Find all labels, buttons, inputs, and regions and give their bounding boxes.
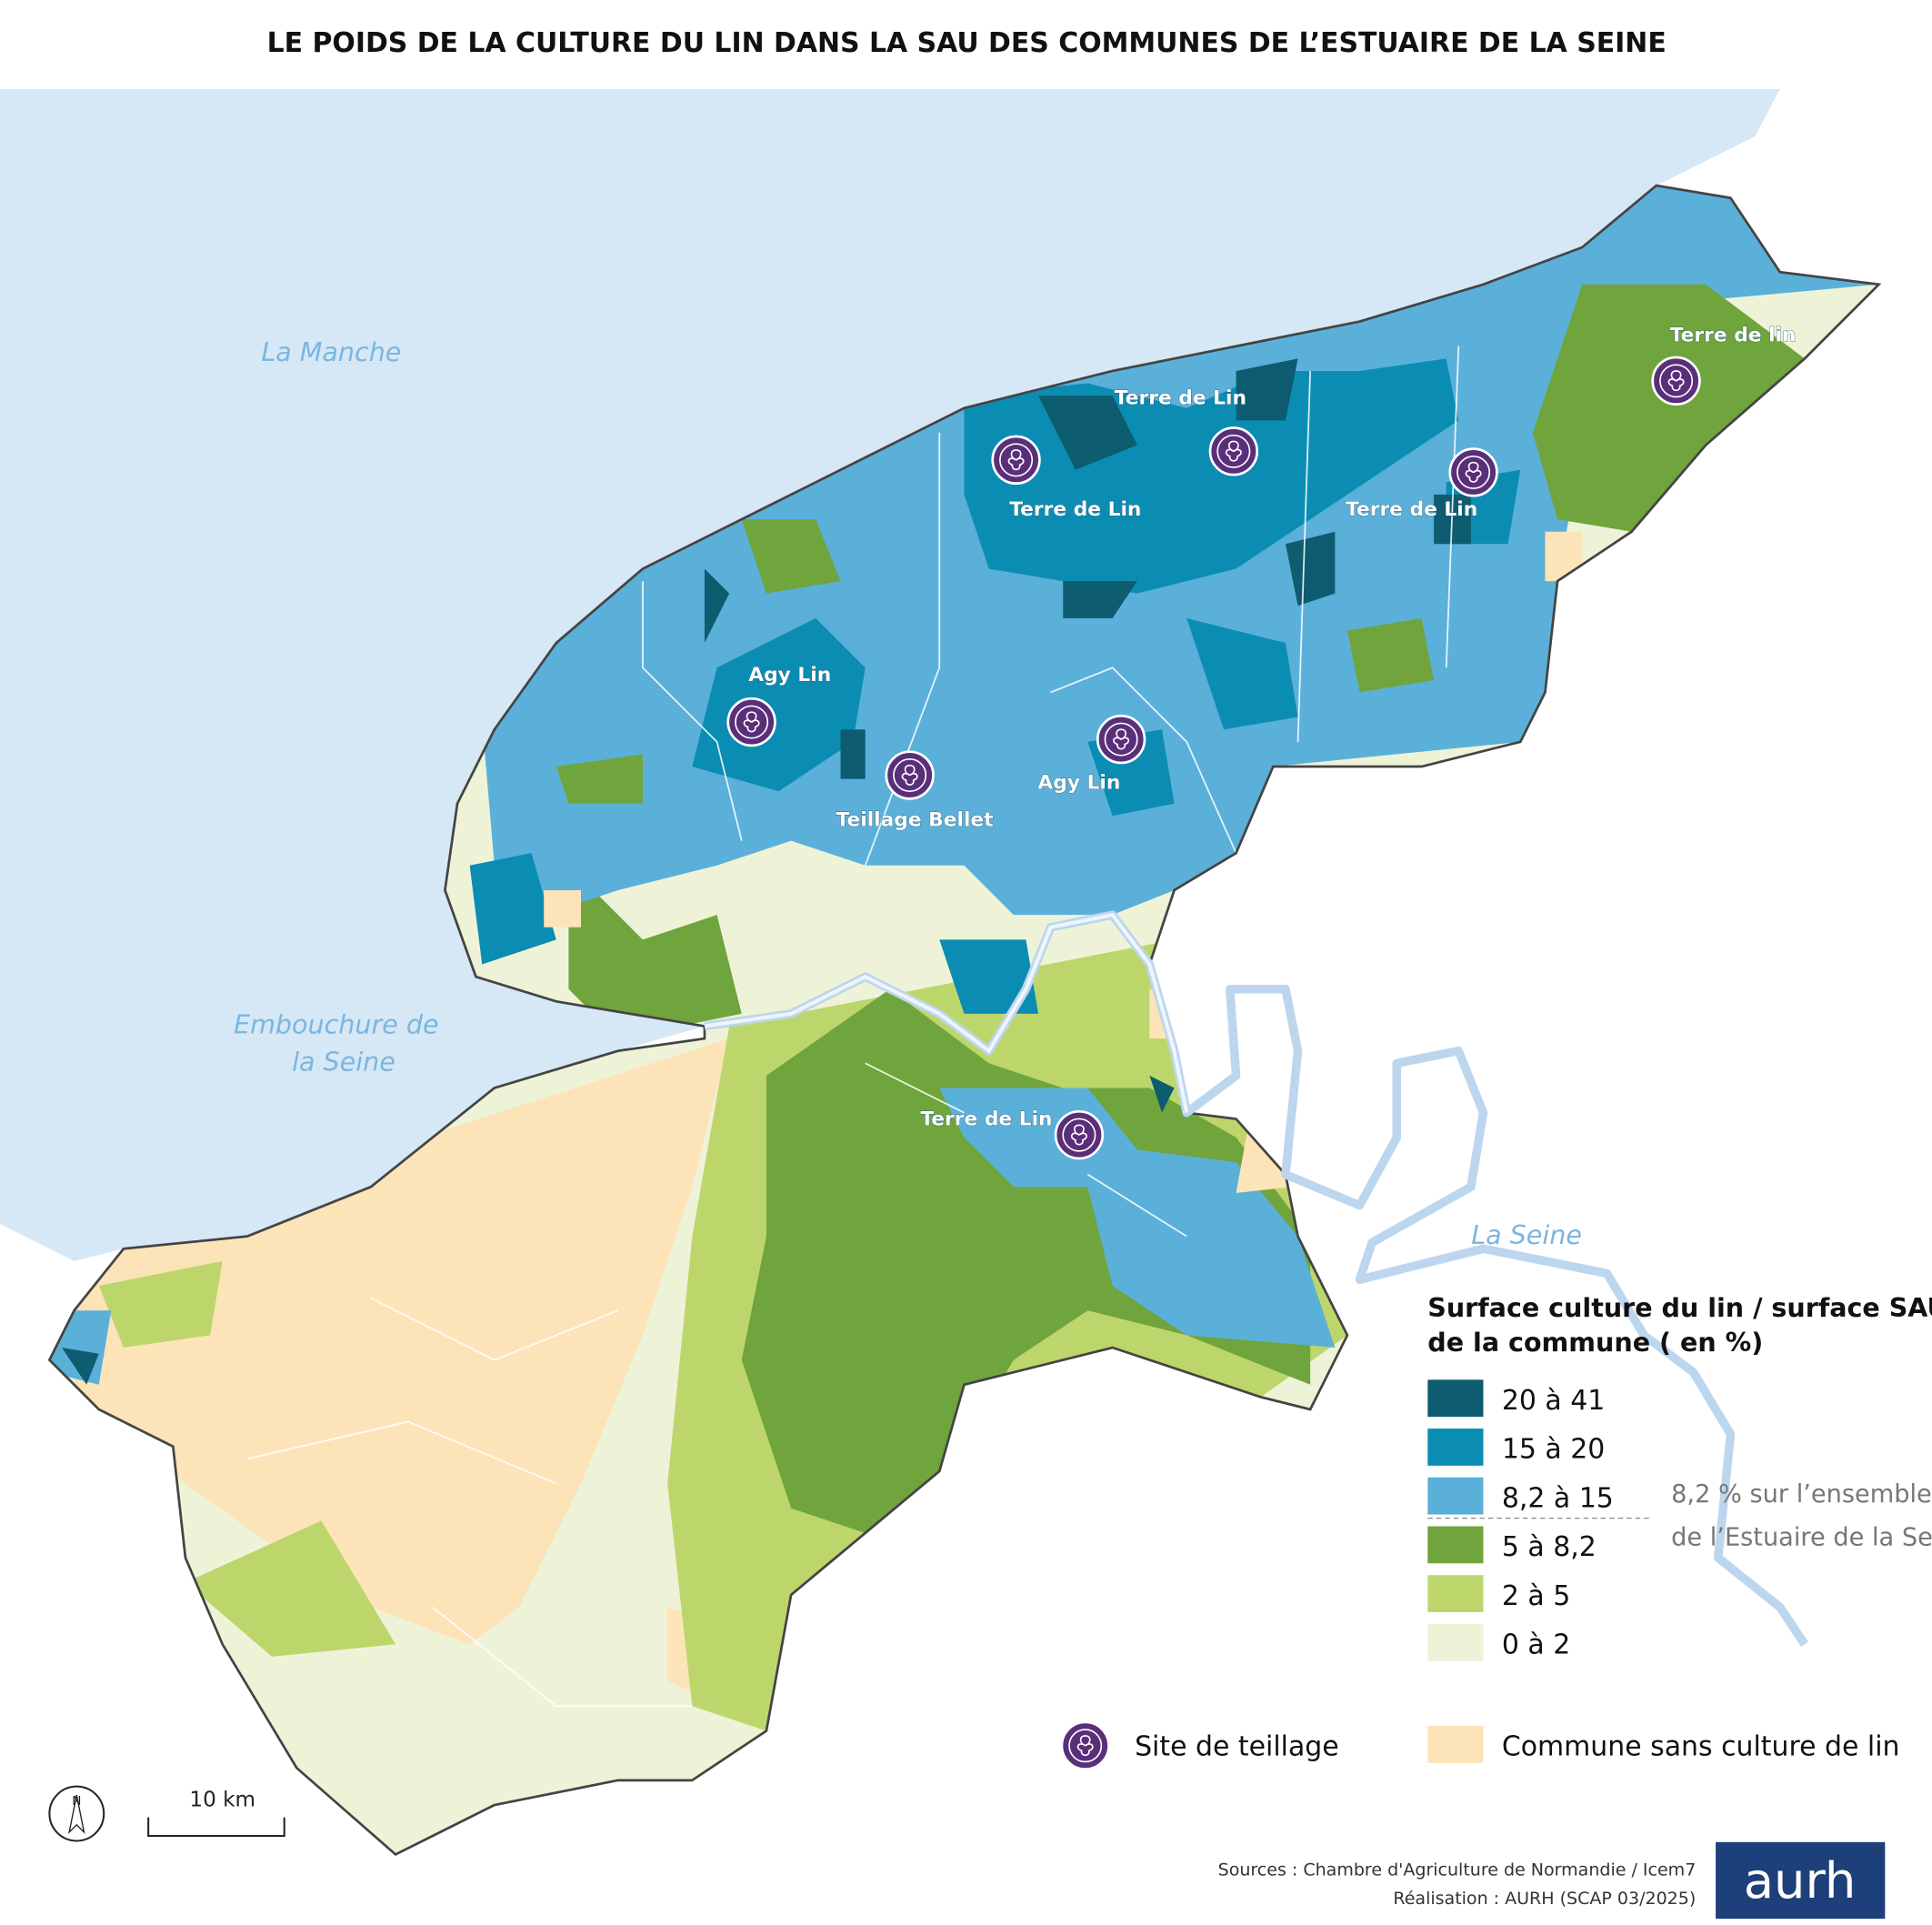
legend-label: 5 à 8,2 xyxy=(1502,1531,1597,1563)
legend-site-icon xyxy=(1060,1720,1110,1770)
legend-title: Surface culture du lin / surface SAU xyxy=(1427,1292,1932,1323)
legend-note: 8,2 % sur l’ensemble xyxy=(1671,1480,1932,1509)
site-icon xyxy=(991,435,1041,486)
legend-label: 8,2 à 15 xyxy=(1502,1482,1614,1514)
site-icon xyxy=(1651,356,1701,406)
legend-note: de l’Estuaire de la Seine xyxy=(1671,1524,1932,1552)
legend-label: 2 à 5 xyxy=(1502,1580,1570,1612)
zone-5-8-north xyxy=(556,284,1805,804)
site-label: Agy Lin xyxy=(748,664,831,687)
sea xyxy=(0,88,1780,1261)
legend-swatch xyxy=(1427,1726,1484,1763)
legend-swatch xyxy=(1427,1623,1484,1661)
site-label: Terre de lin xyxy=(1670,324,1797,346)
zone-5-8 xyxy=(568,865,1311,1533)
sea-label: Embouchure de xyxy=(234,1009,438,1040)
legend-label: 15 à 20 xyxy=(1502,1434,1605,1466)
site-label: Terre de Lin xyxy=(1346,498,1477,521)
legend-label: 0 à 2 xyxy=(1502,1629,1570,1660)
site-label: Terre de Lin xyxy=(920,1108,1052,1130)
credits: Réalisation : AURH (SCAP 03/2025) xyxy=(1393,1889,1696,1909)
site-icon xyxy=(885,750,935,800)
site-icon xyxy=(726,697,776,747)
site-label: Teillage Bellet xyxy=(836,808,994,831)
legend-swatch xyxy=(1427,1477,1484,1515)
legend-title: de la commune ( en %) xyxy=(1427,1327,1763,1358)
legend-site-label: Site de teillage xyxy=(1135,1731,1339,1763)
sources: Sources : Chambre d'Agriculture de Norma… xyxy=(1218,1860,1697,1880)
river-center xyxy=(704,912,1189,1114)
legend-label: 20 à 41 xyxy=(1502,1385,1605,1417)
north-arrow: N xyxy=(48,1785,105,1842)
site-label: Terre de Lin xyxy=(1009,498,1141,521)
legend: Surface culture du lin / surface SAU de … xyxy=(1060,1292,1932,1770)
title: LE POIDS DE LA CULTURE DU LIN DANS LA SA… xyxy=(267,27,1667,59)
legend-swatch xyxy=(1427,1575,1484,1612)
legend-swatch xyxy=(1427,1429,1484,1466)
north-label: N xyxy=(72,1794,81,1809)
site-icon xyxy=(1448,447,1498,497)
site-icon xyxy=(1096,714,1146,765)
river-label: La Seine xyxy=(1471,1219,1582,1250)
scale-bar xyxy=(147,1817,285,1838)
legend-swatch xyxy=(1427,1379,1484,1418)
legend-swatch xyxy=(1427,1526,1484,1564)
scale-label: 10 km xyxy=(189,1788,255,1811)
commune-borders xyxy=(246,346,1460,1708)
sites: Terre de Lin Terre de Lin Terre de Lin Terr… xyxy=(726,324,1797,1160)
legend-label: Commune sans culture de lin xyxy=(1502,1731,1900,1763)
logo-box xyxy=(1716,1841,1886,1920)
sea-label: La Manche xyxy=(261,336,401,367)
site-label: Terre de Lin xyxy=(1115,387,1246,410)
site-label: Agy Lin xyxy=(1037,771,1120,794)
zone-15-20 xyxy=(469,358,1521,1014)
sea-label: la Seine xyxy=(292,1046,395,1077)
site-icon xyxy=(1054,1109,1105,1160)
site-icon xyxy=(1208,426,1259,476)
logo: aurh xyxy=(1744,1852,1857,1910)
